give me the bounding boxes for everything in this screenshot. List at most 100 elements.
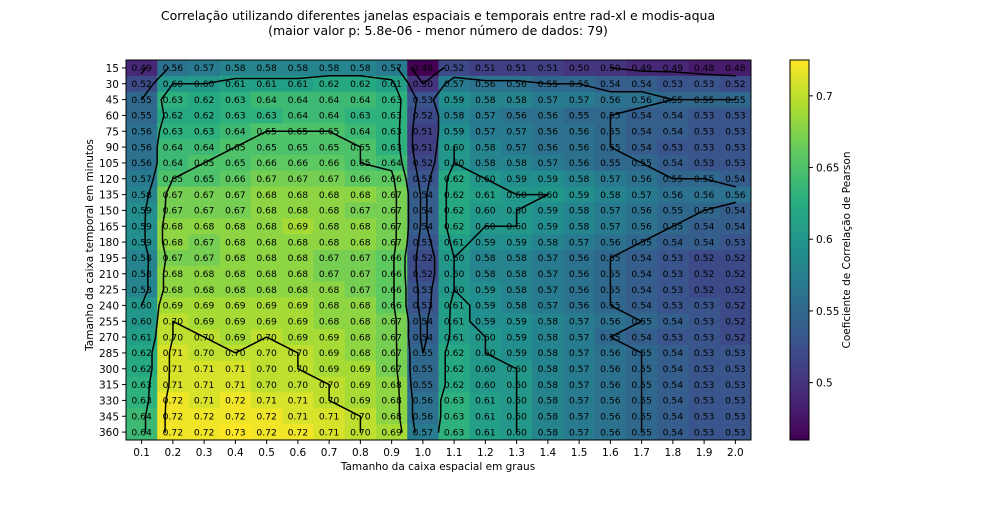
cell-value-label: 0.68 bbox=[163, 222, 184, 233]
heatmap-cell bbox=[563, 218, 596, 235]
heatmap-cell bbox=[688, 234, 721, 251]
heatmap-cell bbox=[719, 186, 752, 203]
heatmap-cell bbox=[563, 408, 596, 425]
heatmap-cell bbox=[282, 234, 314, 251]
cell-value-label: 0.58 bbox=[569, 174, 590, 185]
cell-value-label: 0.62 bbox=[194, 95, 214, 106]
cell-value-label: 0.58 bbox=[538, 412, 559, 423]
heatmap-cell bbox=[594, 360, 627, 378]
cell-value-label: 0.53 bbox=[694, 348, 715, 359]
heatmap-cell bbox=[657, 376, 689, 393]
cell-value-label: 0.70 bbox=[288, 364, 309, 375]
cell-value-label: 0.54 bbox=[663, 158, 684, 169]
cell-value-label: 0.52 bbox=[413, 253, 433, 264]
heatmap-cell bbox=[188, 60, 221, 77]
cell-value-label: 0.57 bbox=[600, 174, 621, 185]
heatmap-cell bbox=[688, 265, 721, 283]
cell-value-label: 0.63 bbox=[350, 111, 371, 122]
heatmap-cell bbox=[438, 313, 471, 330]
cell-value-label: 0.60 bbox=[444, 285, 465, 296]
cell-value-label: 0.72 bbox=[163, 412, 183, 423]
heatmap-cell bbox=[719, 234, 752, 251]
cell-value-label: 0.57 bbox=[538, 95, 559, 106]
cell-value-label: 0.68 bbox=[319, 222, 340, 233]
cell-value-label: 0.71 bbox=[319, 412, 339, 423]
x-tick-label: 0.9 bbox=[383, 447, 400, 459]
cell-value-label: 0.53 bbox=[694, 332, 715, 343]
cell-value-label: 0.65 bbox=[350, 158, 371, 169]
heatmap-cell bbox=[438, 234, 471, 251]
heatmap-cell bbox=[344, 250, 377, 267]
heatmap-cell bbox=[626, 281, 658, 298]
heatmap-cell bbox=[563, 345, 596, 362]
y-tick-label: 135 bbox=[99, 190, 119, 202]
heatmap-cell bbox=[719, 155, 752, 172]
cell-value-label: 0.67 bbox=[256, 174, 277, 185]
heatmap-cell bbox=[469, 376, 502, 393]
heatmap-cell bbox=[594, 202, 627, 219]
heatmap-cell bbox=[126, 329, 158, 346]
cell-value-label: 0.71 bbox=[225, 380, 245, 391]
cell-value-label: 0.53 bbox=[663, 332, 684, 343]
cell-value-label: 0.60 bbox=[475, 222, 496, 233]
cell-value-label: 0.59 bbox=[131, 206, 152, 217]
cell-value-label: 0.55 bbox=[631, 412, 652, 423]
heatmap-cell bbox=[219, 265, 252, 283]
cell-value-label: 0.58 bbox=[475, 142, 496, 153]
cell-value-label: 0.70 bbox=[225, 348, 246, 359]
cell-value-label: 0.56 bbox=[538, 142, 559, 153]
cell-value-label: 0.61 bbox=[381, 79, 401, 90]
heatmap-cell bbox=[313, 234, 346, 251]
cell-value-label: 0.61 bbox=[225, 79, 245, 90]
heatmap-cell bbox=[188, 360, 221, 378]
heatmap-cell bbox=[282, 186, 314, 203]
cell-value-label: 0.69 bbox=[225, 332, 246, 343]
heatmap-cell bbox=[438, 392, 471, 409]
heatmap-cell bbox=[563, 202, 596, 219]
cell-value-label: 0.72 bbox=[194, 427, 214, 438]
cell-value-label: 0.58 bbox=[538, 364, 559, 375]
cell-value-label: 0.70 bbox=[350, 412, 371, 423]
heatmap-cell bbox=[282, 155, 314, 172]
heatmap-cell bbox=[157, 360, 189, 378]
cell-value-label: 0.55 bbox=[663, 206, 684, 217]
cell-value-label: 0.53 bbox=[694, 158, 715, 169]
cell-value-label: 0.52 bbox=[413, 269, 433, 280]
cell-value-label: 0.56 bbox=[600, 427, 621, 438]
cell-value-label: 0.67 bbox=[350, 206, 371, 217]
heatmap-cell bbox=[657, 234, 689, 251]
heatmap-cell bbox=[407, 186, 439, 203]
cell-value-label: 0.59 bbox=[538, 174, 559, 185]
heatmap-cell bbox=[251, 60, 283, 77]
cell-value-label: 0.54 bbox=[413, 317, 434, 328]
cell-value-label: 0.68 bbox=[288, 190, 309, 201]
heatmap-cell bbox=[501, 60, 533, 77]
y-tick-label: 225 bbox=[99, 285, 119, 297]
heatmap-cell bbox=[688, 424, 721, 441]
heatmap-cell bbox=[126, 281, 158, 298]
heatmap-cell bbox=[719, 360, 752, 378]
cell-value-label: 0.58 bbox=[475, 158, 496, 169]
heatmap-cell bbox=[157, 297, 189, 314]
heatmap-cell bbox=[594, 155, 627, 172]
cell-value-label: 0.57 bbox=[600, 222, 621, 233]
cell-value-label: 0.55 bbox=[413, 364, 434, 375]
cell-value-label: 0.58 bbox=[506, 158, 527, 169]
cell-value-label: 0.61 bbox=[475, 412, 495, 423]
cell-value-label: 0.58 bbox=[506, 301, 527, 312]
cell-value-label: 0.56 bbox=[600, 396, 621, 407]
cell-value-label: 0.60 bbox=[506, 364, 527, 375]
heatmap-cell bbox=[157, 281, 189, 298]
cell-value-label: 0.59 bbox=[475, 301, 496, 312]
heatmap-cell bbox=[719, 75, 752, 93]
y-tick-label: 30 bbox=[106, 79, 119, 91]
heatmap-cell bbox=[719, 408, 752, 425]
cell-value-label: 0.55 bbox=[694, 206, 715, 217]
heatmap-cell bbox=[219, 155, 252, 172]
cell-value-label: 0.68 bbox=[225, 222, 246, 233]
heatmap-cell bbox=[626, 202, 658, 219]
cell-value-label: 0.51 bbox=[538, 63, 558, 74]
cell-value-label: 0.63 bbox=[381, 142, 402, 153]
cell-value-label: 0.56 bbox=[569, 142, 590, 153]
